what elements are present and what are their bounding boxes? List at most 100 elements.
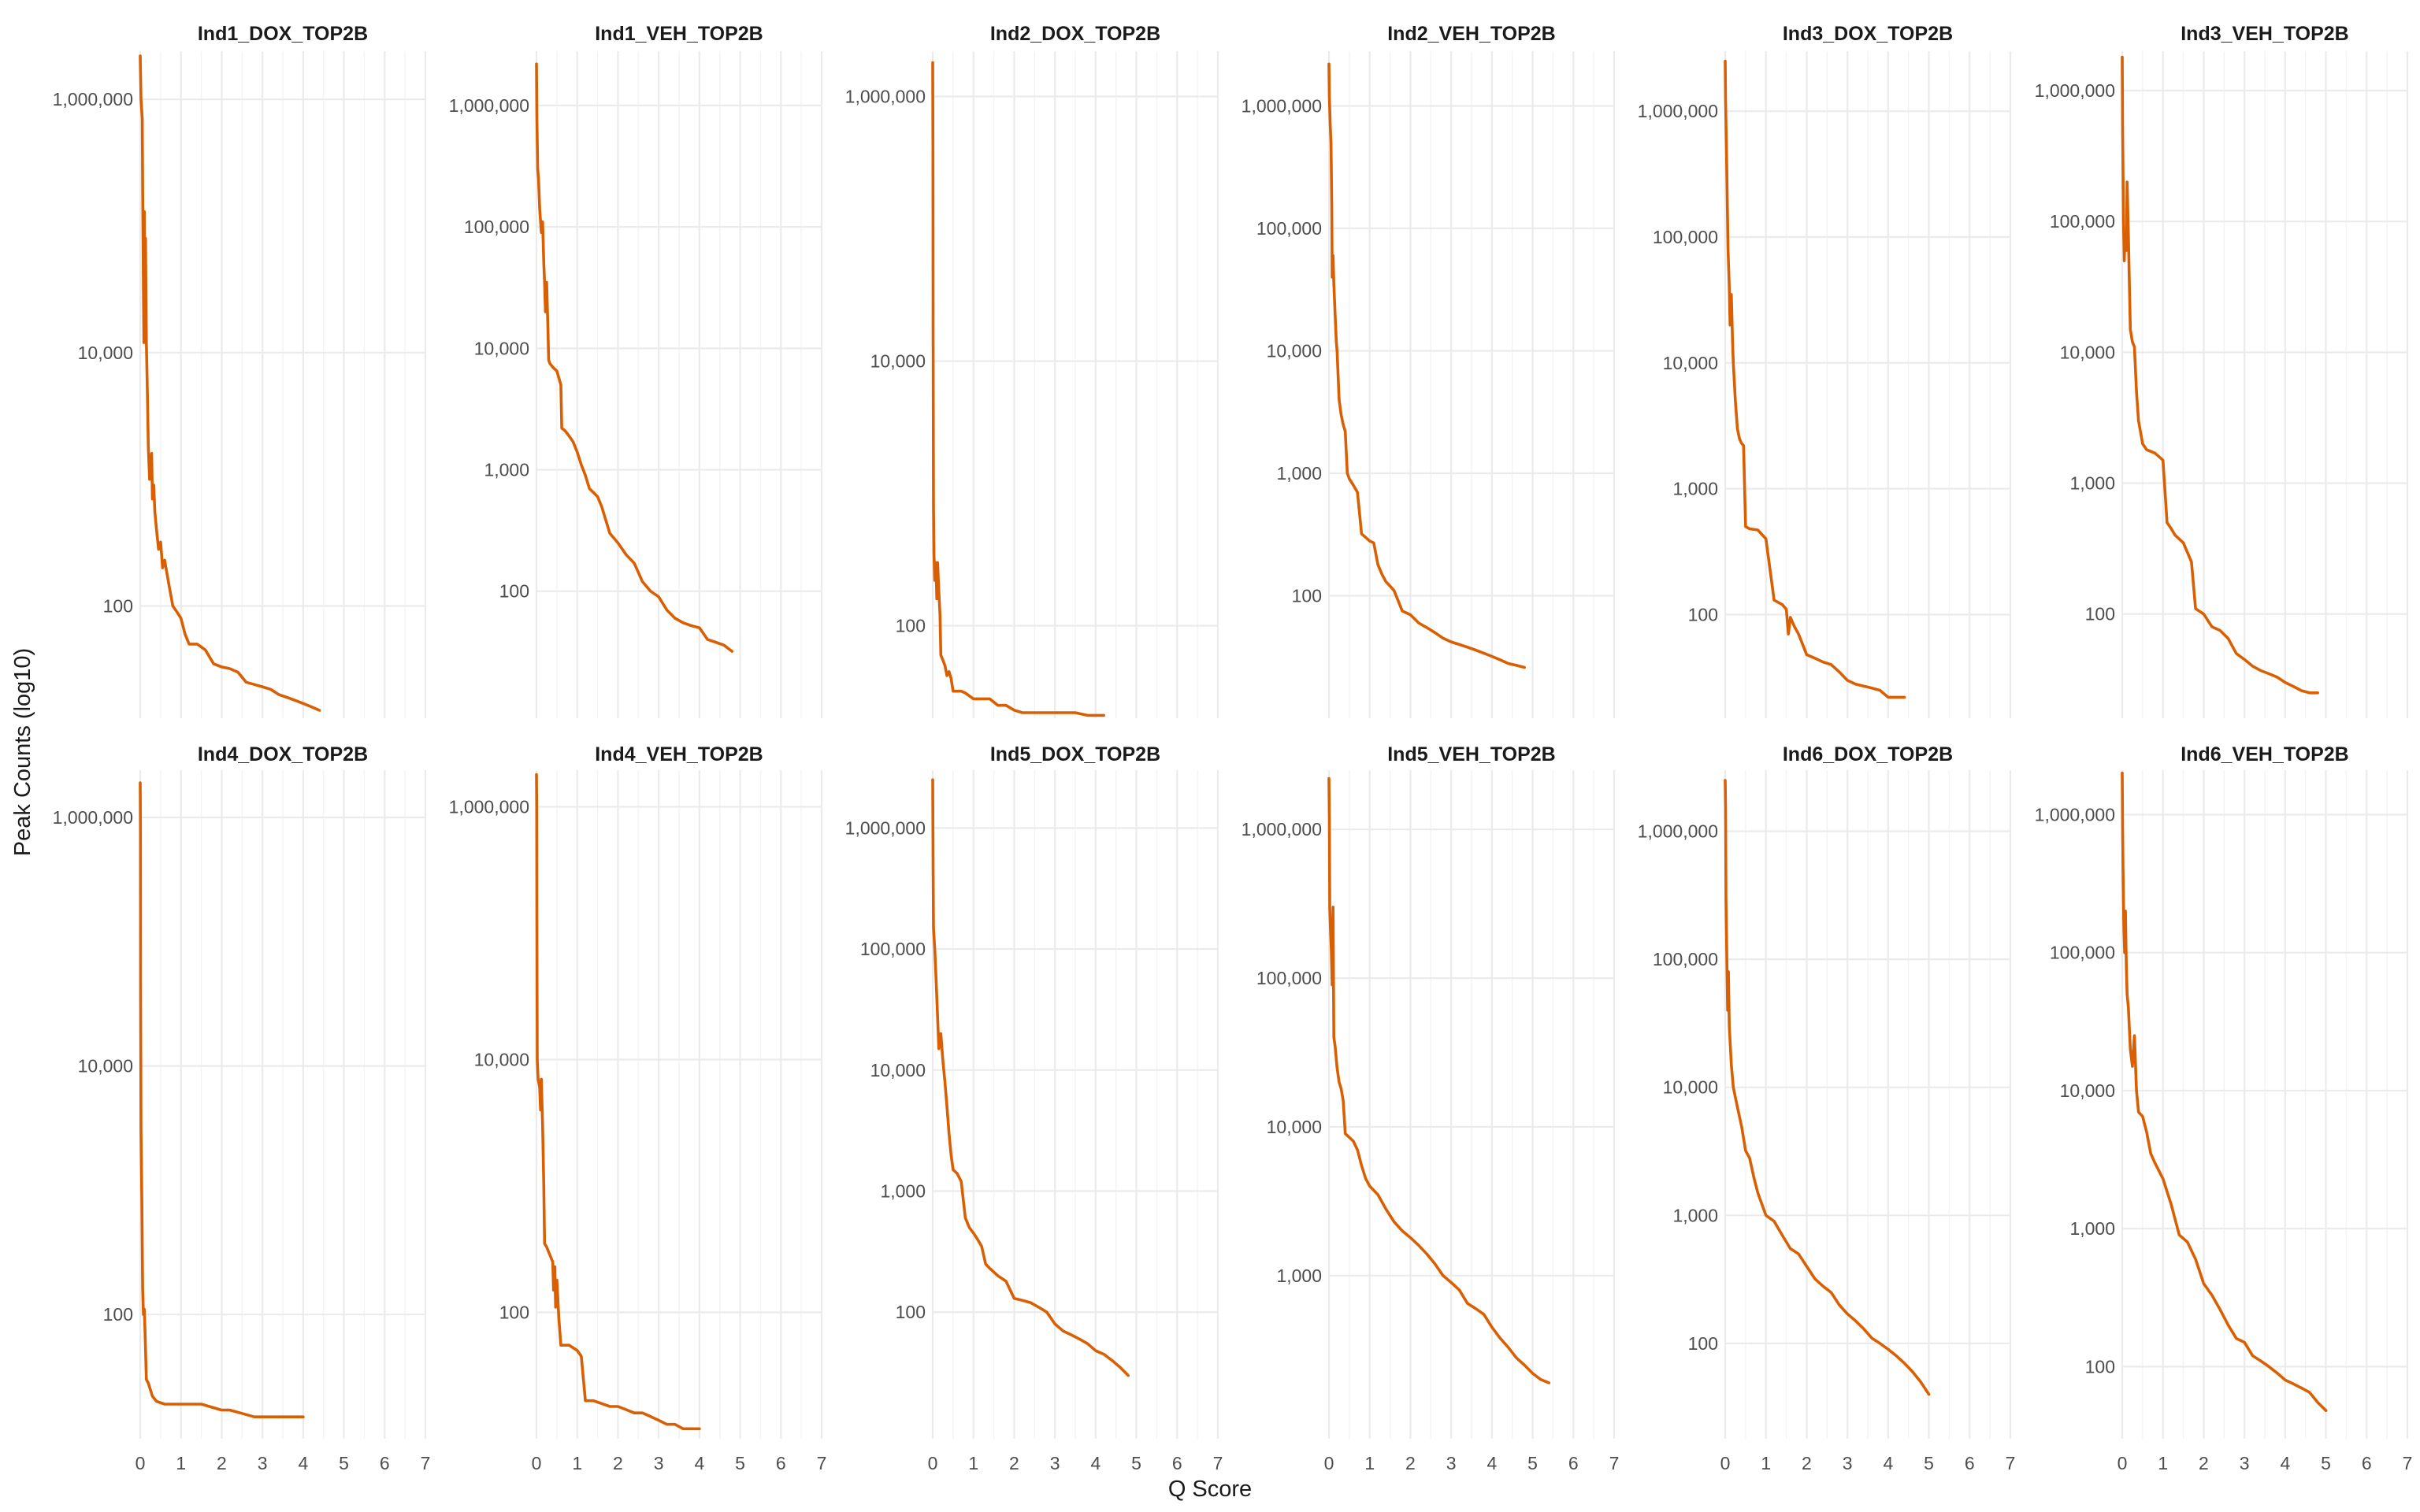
y-tick-label: 1,000,000 xyxy=(449,797,529,817)
x-tick-label: 5 xyxy=(1131,1453,1141,1473)
y-tick-label: 100 xyxy=(103,1304,133,1325)
facet-title: Ind1_DOX_TOP2B xyxy=(198,23,368,45)
y-tick-label: 100 xyxy=(499,1303,529,1323)
x-tick-label: 7 xyxy=(1609,1453,1620,1473)
y-tick-label: 1,000,000 xyxy=(845,817,926,838)
x-tick-label: 6 xyxy=(1568,1453,1579,1473)
facet-panel: 100 1,000 10,000 100,000 1,000,000 Ind6_DOX_T… xyxy=(1638,743,2016,1473)
y-tick-label: 100,000 xyxy=(860,939,926,959)
facet-panel: 100 10,000 1,000,000 Ind2_DOX_TOP2B xyxy=(845,23,1219,718)
y-tick-label: 1,000,000 xyxy=(1242,96,1322,117)
facet-title: Ind3_DOX_TOP2B xyxy=(1783,23,1953,45)
x-axis-label: Q Score xyxy=(1168,1477,1252,1502)
facet-title: Ind2_VEH_TOP2B xyxy=(1387,23,1556,45)
facet-panels: 10010,0001,000,000Ind1_DOX_TOP2B1001,000… xyxy=(53,23,2413,1473)
facet-title: Ind2_DOX_TOP2B xyxy=(990,23,1160,45)
y-tick-label: 1,000 xyxy=(2069,473,2115,494)
x-tick-label: 2 xyxy=(1009,1453,1019,1473)
x-tick-label: 1 xyxy=(176,1453,186,1473)
x-tick-label: 6 xyxy=(1172,1453,1182,1473)
y-tick-label: 100 xyxy=(2085,1356,2115,1377)
x-tick-label: 3 xyxy=(258,1453,268,1473)
x-tick-label: 6 xyxy=(2362,1453,2372,1473)
y-tick-label: 10,000 xyxy=(2060,342,2115,362)
x-tick-label: 7 xyxy=(1213,1453,1223,1473)
y-tick-label: 100,000 xyxy=(1653,949,1718,969)
y-tick-label: 10,000 xyxy=(474,338,529,358)
y-tick-label: 1,000,000 xyxy=(1638,821,1718,842)
x-tick-label: 0 xyxy=(2118,1453,2128,1473)
x-tick-label: 4 xyxy=(694,1453,704,1473)
facet-panel: 100 10,000 1,000,000 Ind1_DOX_TOP2B xyxy=(53,23,427,718)
x-tick-label: 4 xyxy=(1883,1453,1893,1473)
x-tick-label: 6 xyxy=(776,1453,786,1473)
y-tick-label: 100 xyxy=(896,1302,926,1322)
facet-panel: 100 1,000 10,000 100,000 1,000,000 Ind3_DOX_T… xyxy=(1638,23,2012,718)
y-tick-label: 1,000,000 xyxy=(53,89,133,109)
series-line xyxy=(1327,776,1551,1384)
facet-title: Ind1_VEH_TOP2B xyxy=(595,23,763,45)
facet-panel: 100 1,000 10,000 100,000 1,000,000 Ind5_DOX_T… xyxy=(845,743,1223,1473)
x-tick-label: 1 xyxy=(1364,1453,1375,1473)
x-tick-label: 4 xyxy=(298,1453,308,1473)
y-tick-label: 1,000 xyxy=(880,1181,926,1202)
facet-title: Ind4_VEH_TOP2B xyxy=(595,743,763,765)
x-tick-label: 3 xyxy=(1446,1453,1457,1473)
x-tick-label: 2 xyxy=(2199,1453,2209,1473)
y-tick-label: 10,000 xyxy=(2060,1080,2115,1101)
facet-panel: 100 1,000 10,000 100,000 1,000,000 Ind3_VEH_T… xyxy=(2035,23,2409,718)
y-tick-label: 100 xyxy=(896,616,926,636)
y-tick-label: 100 xyxy=(1688,604,1718,624)
x-tick-label: 1 xyxy=(968,1453,978,1473)
x-tick-label: 0 xyxy=(1324,1453,1334,1473)
x-tick-label: 1 xyxy=(1761,1453,1771,1473)
x-tick-label: 3 xyxy=(654,1453,664,1473)
y-tick-label: 100,000 xyxy=(2050,211,2115,232)
x-tick-label: 2 xyxy=(1802,1453,1812,1473)
y-tick-label: 10,000 xyxy=(870,351,926,372)
x-tick-label: 3 xyxy=(1050,1453,1060,1473)
facet-title: Ind5_DOX_TOP2B xyxy=(990,743,1160,765)
facet-panel: 1,000 10,000 100,000 1,000,000 Ind5_VEH_TOP2… xyxy=(1242,743,1620,1473)
x-tick-label: 0 xyxy=(532,1453,542,1473)
y-tick-label: 10,000 xyxy=(1267,341,1322,361)
x-tick-label: 3 xyxy=(1843,1453,1853,1473)
series-line xyxy=(931,61,1105,717)
y-tick-label: 100,000 xyxy=(1256,218,1322,239)
series-line xyxy=(535,62,733,653)
facet-title: Ind5_VEH_TOP2B xyxy=(1387,743,1556,765)
y-tick-label: 100 xyxy=(103,595,133,616)
y-tick-label: 1,000,000 xyxy=(1638,101,1718,121)
y-tick-label: 100 xyxy=(499,581,529,602)
facet-title: Ind6_DOX_TOP2B xyxy=(1783,743,1953,765)
y-tick-label: 10,000 xyxy=(474,1050,529,1070)
y-tick-label: 100 xyxy=(2085,604,2115,624)
y-tick-label: 1,000,000 xyxy=(53,807,133,828)
y-tick-label: 100,000 xyxy=(464,217,529,237)
x-tick-label: 5 xyxy=(735,1453,745,1473)
x-tick-label: 4 xyxy=(2280,1453,2290,1473)
series-line xyxy=(1724,59,1906,699)
x-tick-label: 1 xyxy=(572,1453,582,1473)
facet-title: Ind6_VEH_TOP2B xyxy=(2181,743,2349,765)
y-tick-label: 1,000,000 xyxy=(2035,804,2115,825)
series-line xyxy=(2121,55,2319,695)
y-tick-label: 10,000 xyxy=(1663,1077,1718,1098)
x-tick-label: 4 xyxy=(1487,1453,1497,1473)
x-tick-label: 1 xyxy=(2158,1453,2168,1473)
y-tick-label: 100,000 xyxy=(2050,943,2115,963)
facet-title: Ind4_DOX_TOP2B xyxy=(198,743,368,765)
y-tick-label: 1,000,000 xyxy=(449,95,529,116)
y-tick-label: 1,000 xyxy=(1276,463,1322,484)
x-tick-label: 5 xyxy=(1527,1453,1538,1473)
y-tick-label: 1,000 xyxy=(1672,1205,1718,1225)
series-line xyxy=(1327,62,1526,669)
x-tick-label: 0 xyxy=(928,1453,938,1473)
series-line xyxy=(139,781,305,1418)
y-tick-label: 1,000 xyxy=(484,460,529,480)
x-tick-label: 7 xyxy=(421,1453,431,1473)
y-tick-label: 10,000 xyxy=(1663,353,1718,373)
y-tick-label: 10,000 xyxy=(1267,1117,1322,1137)
